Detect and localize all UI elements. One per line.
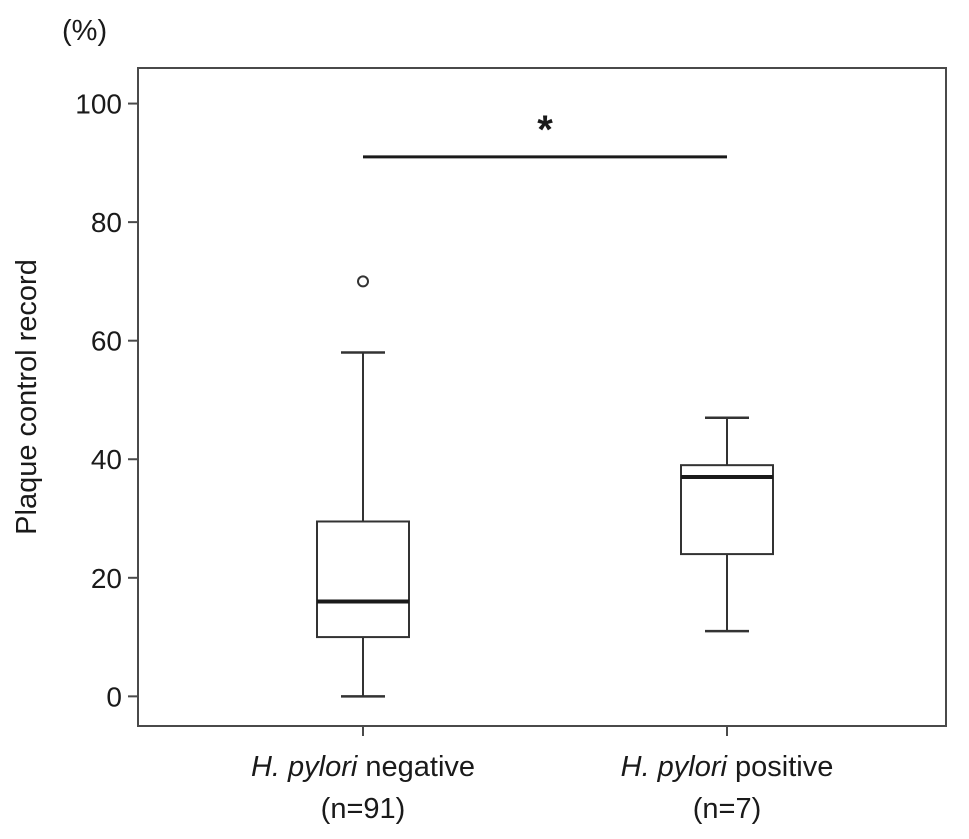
box-iqr: [316, 520, 410, 639]
plot-frame: [137, 67, 947, 727]
box-iqr: [680, 464, 774, 556]
outlier-point: [357, 275, 369, 288]
category-label-text: positive: [727, 751, 833, 783]
y-tick-label: 80: [91, 207, 122, 238]
box-1: [680, 416, 774, 633]
category-label-text: negative: [357, 751, 475, 783]
significance-star: *: [537, 108, 553, 152]
y-unit-label: (%): [62, 15, 107, 47]
boxes-group: [316, 275, 774, 698]
y-tick-label: 20: [91, 563, 122, 594]
y-tick-label: 100: [75, 89, 122, 120]
y-tick-label: 0: [106, 681, 122, 712]
y-axis: 0 20 40 60 80 100: [75, 89, 138, 712]
category-n-label: (n=7): [693, 793, 762, 825]
y-tick-label: 60: [91, 326, 122, 357]
category-label-italic: H. pylori: [251, 751, 359, 783]
category-label: H. pylori positive: [621, 751, 834, 783]
category-label: H. pylori negative: [251, 751, 475, 783]
y-tick-label: 40: [91, 444, 122, 475]
category-n-label: (n=91): [321, 793, 406, 825]
box-0: [316, 275, 410, 698]
category-label-italic: H. pylori: [621, 751, 729, 783]
y-axis-title: Plaque control record: [11, 259, 43, 535]
x-axis: H. pylori negative (n=91) H. pylori positi…: [251, 726, 833, 825]
significance-annotation: *: [363, 108, 727, 159]
